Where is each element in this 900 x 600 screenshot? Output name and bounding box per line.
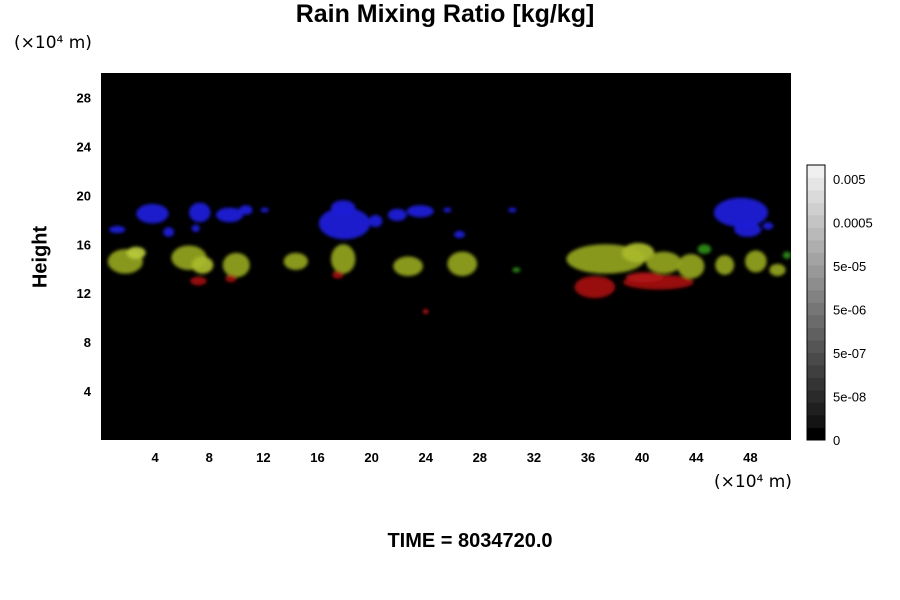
x-tick-label: 40: [635, 450, 649, 465]
x-tick-label: 16: [310, 450, 324, 465]
colorbar-band: [807, 190, 825, 203]
time-label: TIME = 8034720.0: [387, 530, 553, 552]
colorbar: 0.005 0.0005 5e-05 5e-06 5e-07 5e-08 0: [806, 164, 873, 448]
rain-feature-34: [715, 255, 735, 275]
x-tick-label: 36: [581, 450, 595, 465]
colorbar-tick-label: 5e-08: [833, 390, 866, 405]
rain-feature-5: [216, 207, 244, 223]
rain-feature-39: [225, 274, 237, 283]
rain-feature-37: [782, 251, 791, 259]
colorbar-band: [807, 227, 825, 241]
y-tick-label: 8: [84, 335, 91, 350]
rain-feature-4: [191, 224, 200, 233]
features-layer: [107, 197, 791, 314]
y-tick-label: 4: [84, 384, 92, 399]
colorbar-band: [807, 315, 825, 328]
rain-feature-10: [368, 214, 383, 228]
x-tick-label: 48: [743, 450, 757, 465]
x-tick-label: 12: [256, 450, 270, 465]
colorbar-band: [807, 277, 825, 291]
rain-feature-25: [331, 244, 356, 274]
y-tick-label: 28: [77, 90, 91, 105]
colorbar-band: [807, 265, 825, 278]
colorbar-band: [807, 340, 825, 353]
rain-feature-32: [677, 254, 705, 279]
rain-feature-30: [621, 243, 655, 263]
rain-feature-26: [393, 256, 423, 277]
rain-feature-31: [646, 251, 682, 274]
colorbar-band: [807, 352, 825, 366]
colorbar-tick-label: 5e-05: [833, 259, 866, 274]
y-axis-unit: (×10⁴ m): [14, 33, 92, 53]
rain-feature-18: [762, 222, 774, 230]
colorbar-band: [807, 390, 825, 403]
rain-feature-24: [283, 252, 308, 270]
x-tick-label: 28: [473, 450, 487, 465]
colorbar-band: [807, 415, 825, 428]
colorbar-band: [807, 402, 825, 416]
colorbar-band: [807, 252, 825, 266]
y-tick-label: 20: [77, 188, 91, 203]
colorbar-frame: [806, 164, 826, 441]
rain-feature-35: [745, 250, 767, 273]
rain-feature-20: [126, 246, 146, 259]
rain-feature-27: [447, 251, 478, 277]
rain-feature-15: [508, 207, 517, 213]
rain-feature-8: [318, 207, 371, 240]
rain-feature-1: [136, 203, 169, 224]
rain-feature-40: [332, 271, 344, 279]
colorbar-tick-label: 0.005: [833, 172, 866, 187]
colorbar-tick-label: 0: [833, 433, 840, 448]
colorbar-band: [807, 327, 825, 341]
rain-feature-6: [239, 205, 253, 215]
rain-feature-9: [331, 200, 356, 215]
rain-feature-42: [574, 276, 616, 299]
y-tick-label: 24: [77, 139, 92, 154]
colorbar-tick-label: 0.0005: [833, 216, 873, 231]
colorbar-band: [807, 177, 825, 191]
rain-feature-11: [387, 208, 407, 222]
colorbar-tick-label: 5e-06: [833, 303, 866, 318]
y-ticks: 4 8 12 16 20 24 28: [77, 90, 92, 399]
colorbar-band: [807, 165, 825, 178]
rain-feature-3: [188, 202, 211, 223]
x-tick-label: 4: [152, 450, 160, 465]
colorbar-band: [807, 215, 825, 228]
rain-feature-0: [109, 225, 126, 234]
colorbar-band: [807, 302, 825, 316]
x-tick-label: 24: [418, 450, 433, 465]
colorbar-band: [807, 377, 825, 391]
x-axis-unit: (×10⁴ m): [714, 472, 792, 492]
rain-feature-36: [769, 263, 786, 277]
rain-feature-13: [443, 207, 452, 213]
rain-feature-14: [454, 230, 465, 239]
y-tick-label: 12: [77, 286, 91, 301]
colorbar-band: [807, 240, 825, 253]
rain-feature-7: [260, 207, 269, 213]
y-tick-label: 16: [77, 237, 91, 252]
rain-feature-41: [423, 309, 429, 314]
rain-feature-22: [191, 256, 214, 274]
x-tick-label: 8: [206, 450, 213, 465]
colorbar-band: [807, 365, 825, 378]
x-tick-label: 32: [527, 450, 541, 465]
rain-feature-17: [734, 222, 762, 237]
colorbar-band: [807, 290, 825, 303]
rain-feature-28: [512, 267, 521, 273]
rain-feature-38: [190, 276, 207, 286]
rain-feature-23: [222, 252, 250, 278]
colorbar-tick-label: 5e-07: [833, 346, 866, 361]
rain-feature-12: [406, 205, 434, 218]
rain-feature-44: [625, 272, 664, 283]
colorbar-band: [807, 202, 825, 216]
x-tick-label: 20: [364, 450, 378, 465]
rain-feature-33: [697, 244, 712, 255]
rain-feature-2: [163, 227, 175, 237]
x-tick-label: 44: [689, 450, 704, 465]
rain-feature-16: [713, 197, 768, 228]
x-ticks: 4 8 12 16 20 24 28 32 36 40 44 48: [152, 450, 758, 465]
chart-title: Rain Mixing Ratio [kg/kg]: [295, 0, 595, 28]
colorbar-band: [807, 427, 825, 441]
